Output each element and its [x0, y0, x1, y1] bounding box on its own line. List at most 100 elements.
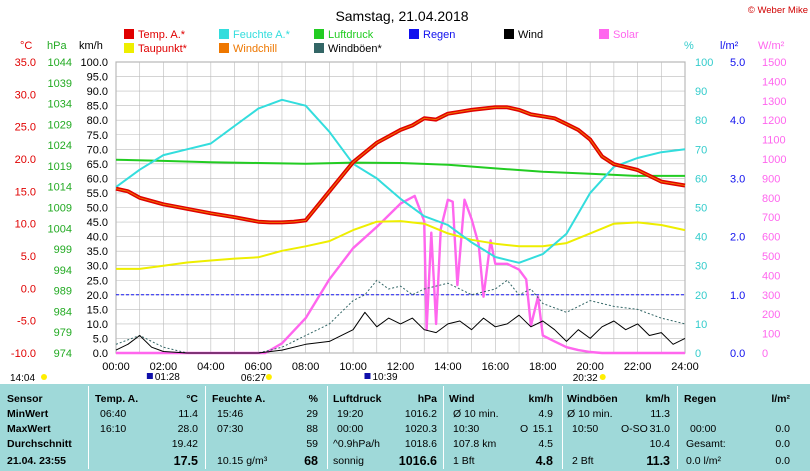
rain-tick-label: 0.0 [730, 348, 745, 360]
wind-tick-label: 45.0 [87, 217, 108, 229]
pressure-value: 1018.6 [404, 438, 437, 450]
temp-tick-label: 20.0 [15, 154, 36, 166]
temp-value: 11.4 [178, 408, 198, 420]
legend-label: Taupunkt* [138, 43, 188, 55]
header-rain-unit: l/m² [771, 393, 790, 405]
wind-beaufort: 1 Bft [453, 455, 475, 467]
humidity-value: 68 [304, 454, 318, 468]
row-label: MinWert [7, 408, 49, 420]
rain-value: 0.0 [775, 423, 790, 435]
gust-value: 11.3 [650, 408, 670, 420]
pressure-tick-label: 1039 [48, 78, 72, 90]
header-temp-unit: °C [186, 393, 198, 405]
pressure-tick-label: 979 [54, 327, 72, 339]
series-line-wind [115, 311, 686, 354]
pressure-tick-label: 989 [54, 286, 72, 298]
gust-direction: O-SO [621, 423, 648, 435]
solar-tick-label: 500 [762, 251, 780, 263]
x-tick-label: 08:00 [292, 361, 320, 373]
solar-tick-label: 1400 [762, 76, 786, 88]
humidity-time: 07:30 [217, 423, 244, 435]
humidity-value: 59 [306, 438, 318, 450]
solar-tick-label: 100 [762, 329, 780, 341]
rain-desc: Gesamt: [686, 438, 726, 450]
header-pressure-unit: hPa [417, 393, 437, 405]
pressure-tick-label: 1034 [48, 99, 72, 111]
table-row: Durchschnitt 19.42 59 ^0.9hPa/h 1018.6 1… [0, 437, 810, 451]
pressure-tick-label: 1014 [48, 182, 72, 194]
wind-tick-label: 70.0 [87, 144, 108, 156]
row-label: MaxWert [7, 423, 51, 435]
solar-tick-label: 200 [762, 309, 780, 321]
table-header-row: Sensor Temp. A. °C Feuchte A. % Luftdruc… [0, 392, 810, 406]
temp-tick-label: 35.0 [15, 57, 36, 69]
legend-label: Regen [423, 29, 455, 41]
solar-tick-label: 1200 [762, 115, 786, 127]
x-tick-label: 24:00 [671, 361, 699, 373]
noon-marker-icon [364, 373, 371, 379]
rain-value: 0.0 [775, 438, 790, 450]
rain-value: 0.0 [775, 455, 790, 467]
header-humidity: Feuchte A. [212, 393, 266, 405]
header-wind: Wind [449, 393, 475, 405]
gust-desc: 10:50 [572, 423, 599, 435]
rain-tick-label: 4.0 [730, 115, 745, 127]
pressure-tick-label: 994 [54, 265, 72, 277]
legend-label: Windchill [233, 43, 277, 55]
legend-swatch [219, 43, 229, 53]
wind-tick-label: 80.0 [87, 115, 108, 127]
pressure-time: 00:00 [337, 423, 364, 435]
x-tick-label: 20:00 [576, 361, 604, 373]
solar-tick-label: 1100 [762, 135, 786, 147]
moon-time-label: 14:04 [10, 373, 35, 384]
x-tick-label: 10:00 [339, 361, 367, 373]
gust-beaufort: 2 Bft [572, 455, 594, 467]
gust-desc: Ø 10 min. [567, 408, 613, 420]
temp-tick-label: 5.0 [21, 251, 36, 263]
pressure-tick-label: 1029 [48, 119, 72, 131]
wind-tick-label: 95.0 [87, 72, 108, 84]
wind-value: 15.1 [532, 423, 553, 435]
series-line-feuchte-a [115, 98, 686, 264]
legend-label: Feuchte A.* [233, 29, 291, 41]
table-row: MaxWert 16:10 28.0 07:30 88 00:00 1020.3… [0, 422, 810, 436]
weather-chart: Samstag, 21.04.2018 © Weber Mike Temp. A… [10, 5, 808, 384]
humidity-tick-label: 30 [695, 261, 707, 273]
x-tick-label: 04:00 [197, 361, 225, 373]
wind-value: 4.5 [538, 438, 553, 450]
humidity-tick-label: 70 [695, 144, 707, 156]
rain-desc: 0.0 l/m² [686, 455, 722, 467]
temp-time: 16:10 [100, 423, 127, 435]
wind-axis-title: km/h [79, 40, 103, 52]
pressure-tick-label: 1009 [48, 203, 72, 215]
rain-tick-label: 5.0 [730, 57, 745, 69]
sunset-time-label: 20:32 [573, 373, 598, 384]
humidity-tick-label: 10 [695, 319, 707, 331]
x-tick-label: 14:00 [434, 361, 462, 373]
wind-tick-label: 20.0 [87, 290, 108, 302]
header-gust-unit: km/h [645, 393, 670, 405]
solar-tick-label: 1300 [762, 96, 786, 108]
solar-axis-title: W/m² [758, 40, 785, 52]
legend-label: Solar [613, 29, 639, 41]
pressure-tick-label: 1019 [48, 161, 72, 173]
x-tick-label: 02:00 [150, 361, 178, 373]
solar-tick-label: 300 [762, 290, 780, 302]
humidity-axis-title: % [684, 40, 694, 52]
sunset-icon [599, 374, 606, 380]
wind-desc: Ø 10 min. [453, 408, 499, 420]
humidity-tick-label: 0 [695, 348, 701, 360]
solar-tick-label: 1500 [762, 57, 786, 69]
noon-marker-label: 10:39 [372, 372, 397, 383]
sunrise-time-label: 06:27 [241, 373, 266, 384]
temp-tick-label: 0.0 [21, 283, 36, 295]
pressure-trend: ^0.9hPa/h [333, 438, 380, 450]
humidity-value: 88 [306, 423, 318, 435]
solar-tick-label: 400 [762, 270, 780, 282]
temp-tick-label: 15.0 [15, 186, 36, 198]
wind-tick-label: 90.0 [87, 86, 108, 98]
x-tick-label: 18:00 [529, 361, 557, 373]
humidity-tick-label: 60 [695, 173, 707, 185]
table-row: MinWert 06:40 11.4 15:46 29 19:20 1016.2… [0, 407, 810, 421]
axis-titles: °C hPa km/h% l/m² W/m² [20, 40, 785, 52]
